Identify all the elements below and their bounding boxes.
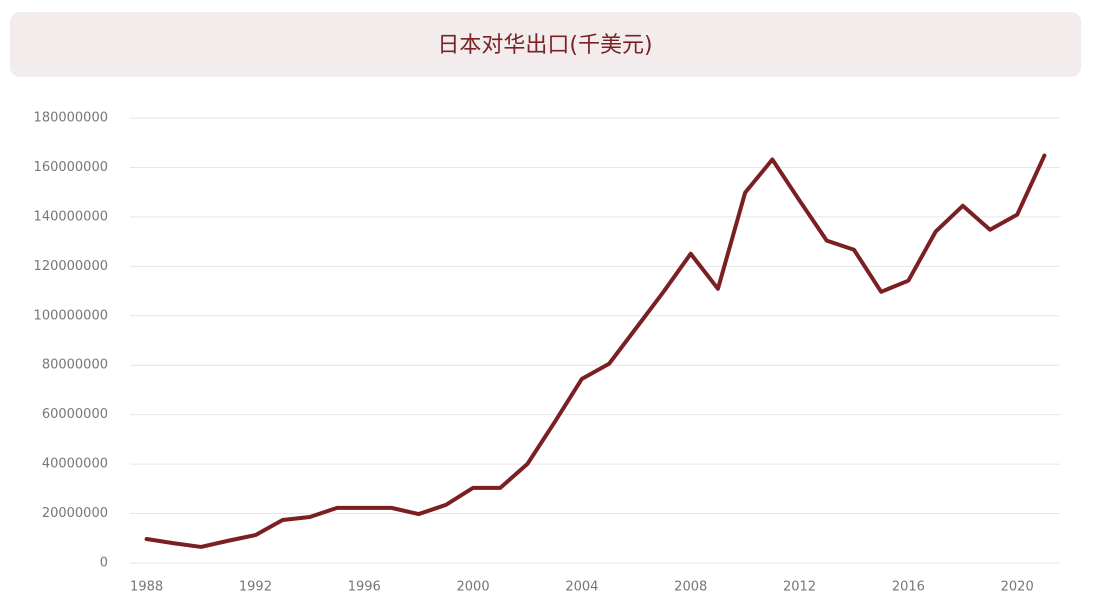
y-tick-label: 120000000 <box>34 259 108 274</box>
y-tick-label: 140000000 <box>34 209 108 224</box>
x-tick-label: 2000 <box>457 580 490 595</box>
x-tick-label: 2016 <box>892 580 925 595</box>
x-tick-label: 2004 <box>565 580 598 595</box>
y-tick-label: 100000000 <box>34 308 108 323</box>
y-tick-label: 40000000 <box>42 457 108 472</box>
y-tick-label: 160000000 <box>34 160 108 175</box>
x-tick-label: 2012 <box>783 580 816 595</box>
y-tick-label: 0 <box>100 556 108 571</box>
x-tick-label: 1992 <box>239 580 272 595</box>
y-tick-label: 80000000 <box>42 358 108 373</box>
x-tick-label: 1988 <box>130 580 163 595</box>
data-line <box>144 153 1047 549</box>
x-tick-label: 2020 <box>1001 580 1034 595</box>
x-tick-label: 2008 <box>674 580 707 595</box>
title-box <box>10 12 1081 77</box>
y-tick-label: 20000000 <box>42 506 108 521</box>
y-tick-label: 60000000 <box>42 407 108 422</box>
y-tick-label: 180000000 <box>34 111 108 126</box>
chart-title: 日本对华出口(千美元) <box>437 33 652 58</box>
x-tick-label: 1996 <box>348 580 381 595</box>
